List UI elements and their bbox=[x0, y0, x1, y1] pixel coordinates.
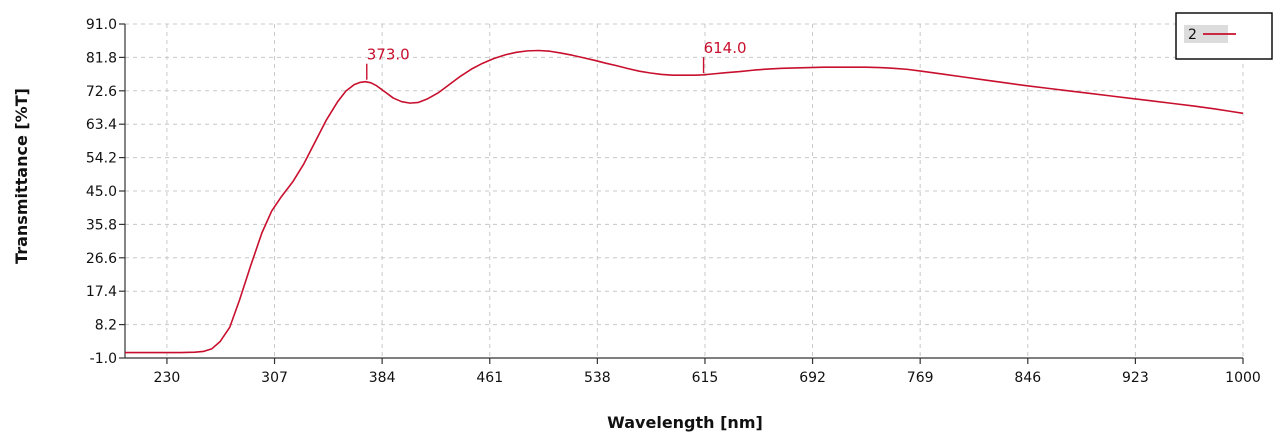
y-tick-label: 54.2 bbox=[86, 151, 117, 167]
annotation-label: 614.0 bbox=[704, 39, 747, 57]
y-tick-label: 17.4 bbox=[86, 284, 117, 300]
y-tick-label: 45.0 bbox=[86, 184, 117, 200]
x-tick-label: 692 bbox=[799, 370, 826, 386]
x-tick-label: 1000 bbox=[1225, 370, 1261, 386]
x-tick-label: 923 bbox=[1122, 370, 1149, 386]
x-tick-label: 307 bbox=[261, 370, 288, 386]
y-tick-label: 81.8 bbox=[86, 50, 117, 66]
x-tick-label: 538 bbox=[584, 370, 611, 386]
legend-series-name: 2 bbox=[1188, 27, 1197, 43]
series-layer bbox=[125, 49, 1244, 354]
y-tick-label: 26.6 bbox=[86, 251, 117, 267]
annotations: 373.0 614.0 bbox=[366, 39, 747, 80]
x-tick-label: 615 bbox=[692, 370, 719, 386]
x-tick-label: 384 bbox=[369, 370, 396, 386]
y-tick-label: -1.0 bbox=[90, 351, 117, 367]
y-tick-label: 91.0 bbox=[86, 17, 117, 33]
y-axis-title: Transmittance [%T] bbox=[12, 88, 31, 264]
series-line-2 bbox=[125, 49, 1244, 354]
y-tick-label: 8.2 bbox=[95, 318, 117, 334]
x-tick-label: 769 bbox=[907, 370, 934, 386]
y-tick-label: 63.4 bbox=[86, 117, 117, 133]
x-axis-title: Wavelength [nm] bbox=[607, 413, 763, 432]
x-tick-label: 461 bbox=[476, 370, 503, 386]
annotation-label: 373.0 bbox=[367, 46, 410, 64]
legend: 2 bbox=[1175, 12, 1273, 60]
x-tick-label: 230 bbox=[154, 370, 181, 386]
axes: -1.0 8.2 17.4 26.6 35.8 45.0 54.2 63.4 72.6 81.8 9… bbox=[86, 17, 1261, 386]
y-tick-label: 35.8 bbox=[86, 217, 117, 233]
grid bbox=[125, 23, 1244, 358]
x-tick-label: 846 bbox=[1014, 370, 1041, 386]
y-tick-label: 72.6 bbox=[86, 84, 117, 100]
